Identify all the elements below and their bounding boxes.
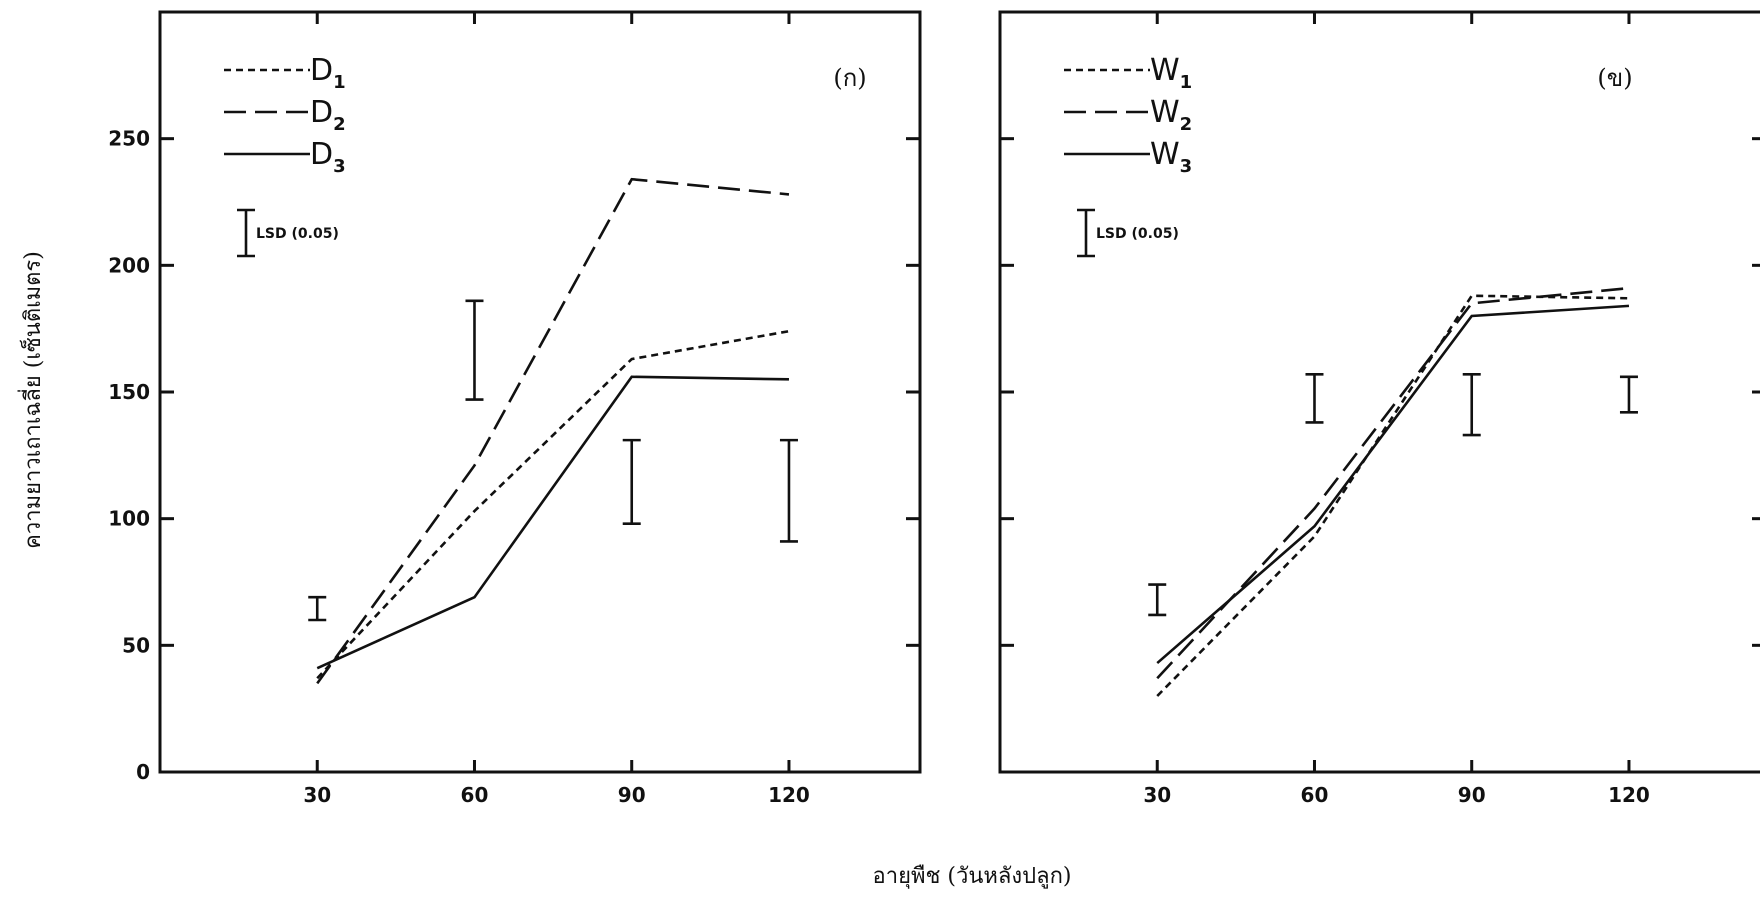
- x-tick-label: 30: [303, 783, 331, 807]
- x-tick-label: 60: [1301, 783, 1329, 807]
- legend-subscript: 3: [333, 156, 346, 177]
- x-axis-title: อายุพืช (วันหลังปลูก): [873, 864, 1072, 889]
- x-tick-label: 30: [1143, 783, 1171, 807]
- legend-subscript: 2: [1180, 114, 1193, 135]
- x-tick-label: 120: [768, 783, 810, 807]
- x-tick-label: 90: [618, 783, 646, 807]
- x-tick-label: 120: [1608, 783, 1650, 807]
- panel-label: (ข): [1597, 64, 1632, 92]
- y-tick-label: 50: [122, 633, 150, 657]
- lsd-key: LSD (0.05): [1077, 208, 1179, 258]
- legend-subscript: 1: [333, 72, 346, 93]
- y-axis-title: ความยาวเถาเฉลี่ย (เซ็นติเมตร): [17, 251, 46, 549]
- series-line-W3: [1156, 304, 1630, 665]
- y-tick-label: 150: [108, 380, 150, 404]
- lsd-error-bar: [1148, 583, 1167, 617]
- series-line-W1: [1156, 294, 1629, 697]
- lsd-error-bar: [1619, 375, 1638, 414]
- y-tick-label: 0: [136, 760, 150, 784]
- series-line-D3: [316, 375, 789, 670]
- y-tick-label: 100: [108, 507, 150, 531]
- legend-subscript: 3: [1180, 156, 1193, 177]
- y-tick-label: 250: [108, 127, 150, 151]
- lsd-error-bar: [465, 299, 484, 401]
- legend-label-D2: D2: [310, 95, 346, 135]
- lsd-key-label: LSD (0.05): [1096, 226, 1179, 242]
- lsd-error-bar: [622, 438, 641, 526]
- panel-label: (ก): [833, 64, 866, 92]
- y-tick-label: 200: [108, 253, 150, 277]
- legend-label-W1: W1: [1150, 53, 1192, 93]
- series-line-D1: [316, 329, 790, 680]
- lsd-error-bar: [308, 595, 327, 622]
- legend-label-D1: D1: [310, 53, 346, 93]
- series-line-W2: [1156, 286, 1630, 680]
- legend-label-W3: W3: [1150, 137, 1192, 177]
- lsd-error-bar: [1462, 372, 1481, 437]
- legend-label-W2: W2: [1150, 95, 1192, 135]
- plot-frame: [998, 10, 1760, 774]
- legend-label-D3: D3: [310, 137, 346, 177]
- x-tick-label: 60: [461, 783, 489, 807]
- plot-frame: [158, 10, 922, 774]
- legend-subscript: 1: [1180, 72, 1193, 93]
- legend-subscript: 2: [333, 114, 346, 135]
- lsd-key-label: LSD (0.05): [256, 226, 339, 242]
- lsd-error-bar: [779, 438, 798, 543]
- lsd-error-bar: [1305, 372, 1324, 424]
- lsd-key: LSD (0.05): [237, 208, 339, 258]
- series-line-D2: [316, 177, 790, 685]
- x-tick-label: 90: [1458, 783, 1486, 807]
